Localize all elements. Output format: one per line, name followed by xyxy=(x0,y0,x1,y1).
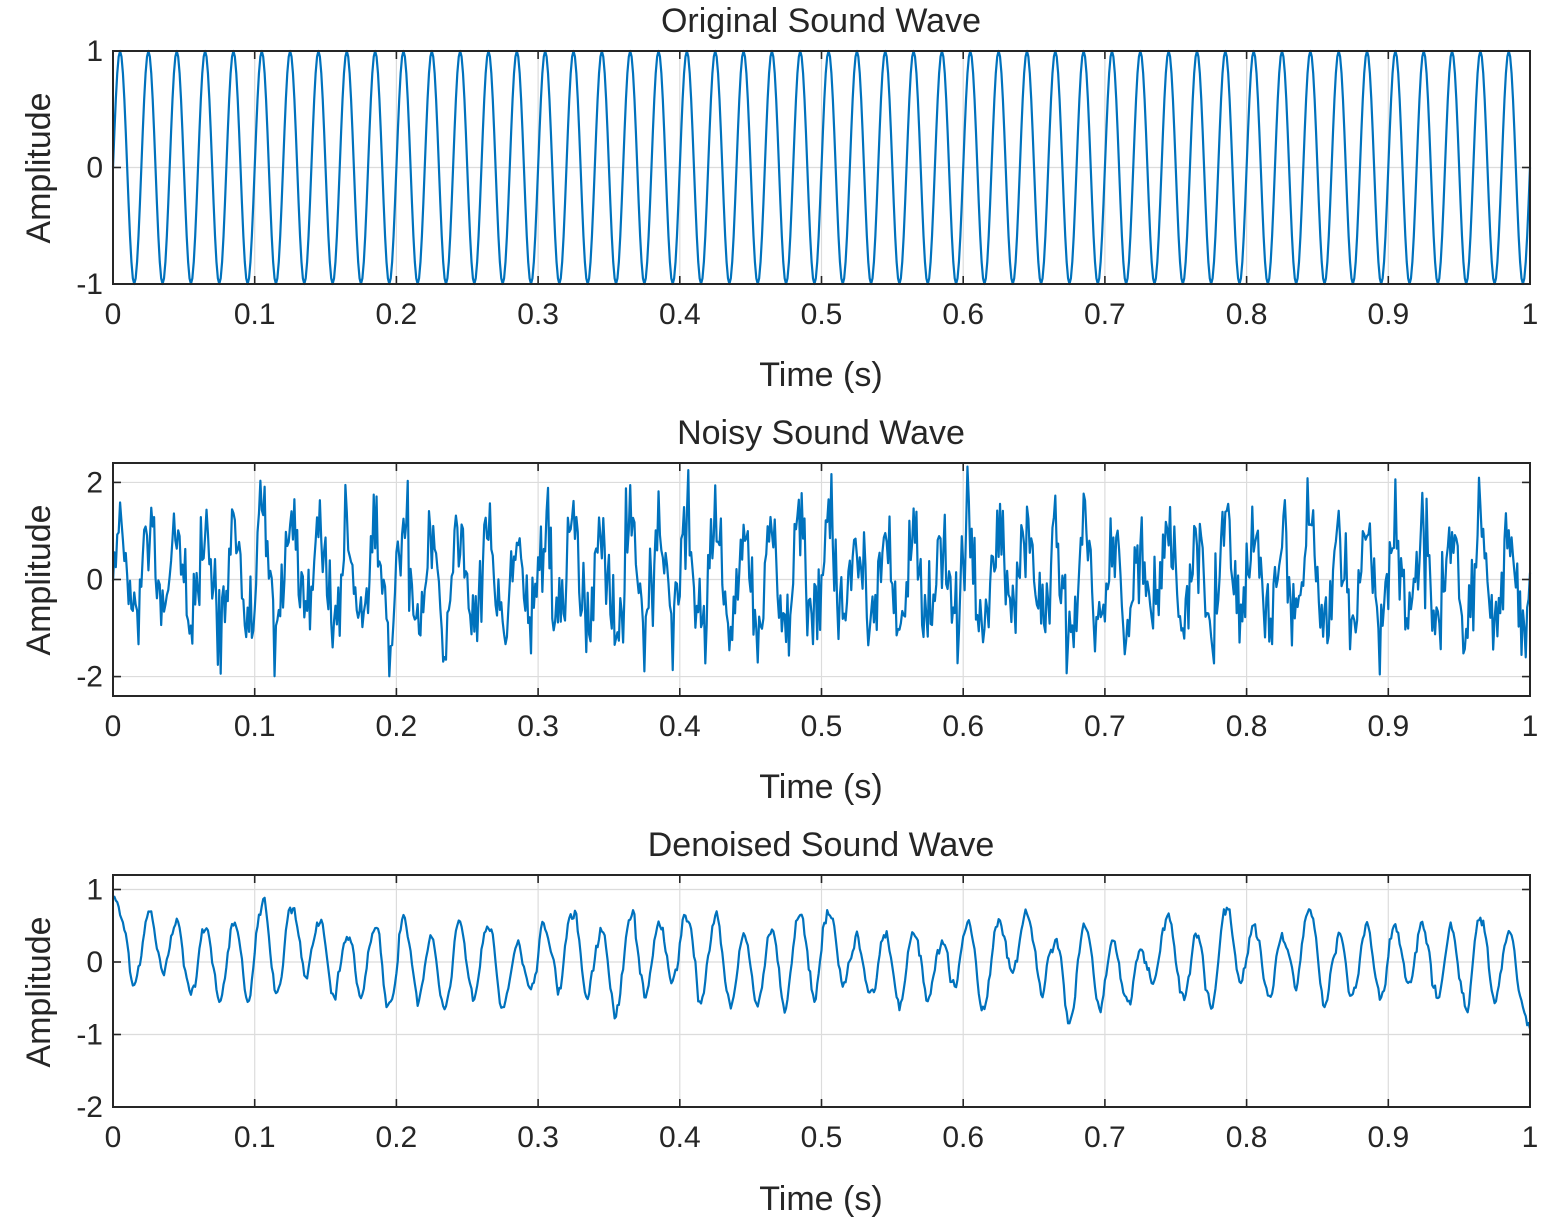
y-axis-label: Amplitude xyxy=(20,92,58,243)
panel-denoised: 0 0.1 0.2 0.3 0.4 0.5 0.6 0.7 0.8 0.9 1 -2 -1 0 1 Deno… xyxy=(20,826,1538,1218)
x-tick-label: 0.2 xyxy=(376,298,418,331)
y-axis-label: Amplitude xyxy=(20,504,58,655)
x-tick-label: 0.6 xyxy=(942,298,984,331)
x-axis-label: Time (s) xyxy=(759,356,882,394)
y-tick-label: 1 xyxy=(86,35,103,68)
x-tick-label: 0.5 xyxy=(801,1121,843,1154)
series-line-original xyxy=(111,49,1532,286)
x-tick-label: 0.7 xyxy=(1084,1121,1126,1154)
x-tick-label: 0.6 xyxy=(942,710,984,743)
x-tick-label: 0.6 xyxy=(942,1121,984,1154)
x-tick-label: 0.8 xyxy=(1226,298,1268,331)
series-line-noisy xyxy=(111,465,1532,678)
y-tick-label: 0 xyxy=(86,946,103,979)
chart-title: Denoised Sound Wave xyxy=(648,826,995,864)
ticks: 0 0.1 0.2 0.3 0.4 0.5 0.6 0.7 0.8 0.9 1-202 xyxy=(76,463,1538,743)
y-tick-label: -1 xyxy=(76,268,103,301)
x-axis-label: Time (s) xyxy=(759,768,882,806)
x-tick-label: 1 xyxy=(1522,298,1539,331)
ticks: 0 0.1 0.2 0.3 0.4 0.5 0.6 0.7 0.8 0.9 1 -2 -1 0 1 xyxy=(76,874,1538,1155)
x-tick-label: 0.4 xyxy=(659,1121,701,1154)
x-tick-label: 0.7 xyxy=(1084,710,1126,743)
series-line-denoised xyxy=(112,895,1532,1030)
x-tick-label: 0.3 xyxy=(517,1121,559,1154)
y-axis-label: Amplitude xyxy=(20,916,58,1067)
x-tick-label: 0.9 xyxy=(1367,298,1409,331)
x-tick-label: 0.1 xyxy=(234,298,276,331)
y-tick-label: 0 xyxy=(86,152,103,185)
y-tick-label: 0 xyxy=(86,564,103,597)
x-tick-label: 0 xyxy=(105,710,122,743)
x-tick-label: 1 xyxy=(1522,710,1539,743)
y-tick-label: 2 xyxy=(86,466,103,499)
chart-title: Original Sound Wave xyxy=(661,2,981,40)
grid xyxy=(112,875,1531,1108)
x-tick-label: 1 xyxy=(1522,1121,1539,1154)
x-tick-label: 0 xyxy=(105,298,122,331)
x-tick-label: 0.2 xyxy=(376,1121,418,1154)
x-tick-label: 0.2 xyxy=(376,710,418,743)
y-tick-label: -2 xyxy=(76,661,103,694)
x-tick-label: 0.8 xyxy=(1226,710,1268,743)
x-tick-label: 0.1 xyxy=(234,710,276,743)
x-tick-label: 0.9 xyxy=(1367,1121,1409,1154)
x-axis-label: Time (s) xyxy=(759,1180,882,1218)
y-tick-label: -1 xyxy=(76,1019,103,1052)
x-tick-label: 0.1 xyxy=(234,1121,276,1154)
panel-original: 0 0.1 0.2 0.3 0.4 0.5 0.6 0.7 0.8 0.9 1-101 Origin… xyxy=(20,2,1538,394)
x-tick-label: 0.5 xyxy=(801,298,843,331)
x-tick-label: 0.4 xyxy=(659,298,701,331)
x-tick-label: 0.3 xyxy=(517,298,559,331)
panel-noisy: 0 0.1 0.2 0.3 0.4 0.5 0.6 0.7 0.8 0.9 1-202 Noisy … xyxy=(20,414,1538,806)
x-tick-label: 0.5 xyxy=(801,710,843,743)
x-tick-label: 0.7 xyxy=(1084,298,1126,331)
chart-title: Noisy Sound Wave xyxy=(677,414,965,452)
y-tick-label: -2 xyxy=(76,1091,103,1124)
x-tick-label: 0.9 xyxy=(1367,710,1409,743)
x-tick-label: 0.3 xyxy=(517,710,559,743)
x-tick-label: 0 xyxy=(105,1121,122,1154)
x-tick-label: 0.4 xyxy=(659,710,701,743)
y-tick-label: 1 xyxy=(86,874,103,907)
x-tick-label: 0.8 xyxy=(1226,1121,1268,1154)
ticks: 0 0.1 0.2 0.3 0.4 0.5 0.6 0.7 0.8 0.9 1-101 xyxy=(76,35,1538,331)
